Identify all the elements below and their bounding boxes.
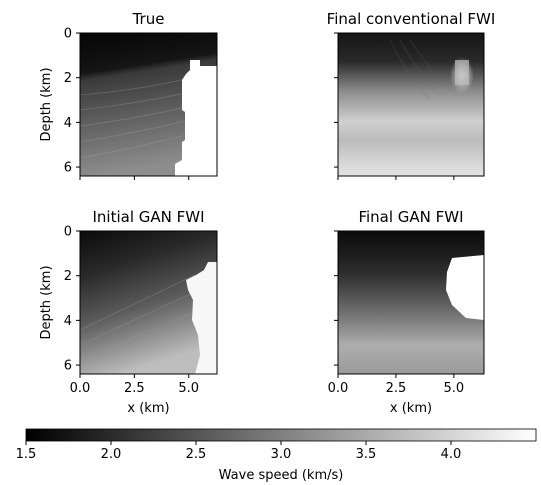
x-axis-label: x (km) bbox=[127, 401, 169, 416]
y-tick-label: 6 bbox=[64, 161, 72, 176]
x-tick-label: 5.0 bbox=[178, 381, 199, 396]
x-tick-label: 0.0 bbox=[328, 381, 349, 396]
panel-final-gan-fwi bbox=[338, 231, 484, 374]
salt-body bbox=[446, 255, 484, 320]
y-tick-label: 6 bbox=[64, 359, 72, 374]
panel-title: Final GAN FWI bbox=[358, 208, 463, 226]
colorbar-tick-label: 4.0 bbox=[441, 447, 462, 462]
axes-frame bbox=[79, 32, 218, 177]
colorbar-tick-label: 2.5 bbox=[186, 447, 207, 462]
panel-final-conventional-fwi bbox=[338, 33, 484, 176]
panel-true bbox=[80, 33, 217, 176]
axes-frame bbox=[337, 32, 485, 177]
axes-4: Final GAN FWI 0.0 2.5 5.0 x (km) bbox=[328, 208, 485, 416]
axes-3: Initial GAN FWI 0.0 2.5 5.0 0 2 4 6 x (km) Depth … bbox=[39, 208, 218, 416]
panel-title: Final conventional FWI bbox=[327, 10, 496, 28]
x-tick-label: 2.5 bbox=[386, 381, 407, 396]
y-tick-label: 0 bbox=[64, 225, 72, 240]
x-tick-label: 2.5 bbox=[124, 381, 145, 396]
colorbar-tick-label: 1.5 bbox=[16, 447, 37, 462]
x-tick-label: 5.0 bbox=[444, 381, 465, 396]
salt-body bbox=[175, 60, 217, 176]
velocity-field bbox=[338, 33, 484, 176]
y-axis-label: Depth (km) bbox=[39, 67, 54, 141]
axes-frame bbox=[337, 230, 485, 375]
x-axis-label: x (km) bbox=[390, 401, 432, 416]
colorbar-label: Wave speed (km/s) bbox=[219, 468, 344, 483]
axes-frame bbox=[79, 230, 218, 375]
axes-2: Final conventional FWI bbox=[327, 10, 496, 180]
panel-title: Initial GAN FWI bbox=[92, 208, 204, 226]
colorbar-gradient bbox=[25, 428, 537, 442]
y-tick-label: 2 bbox=[64, 71, 72, 86]
y-axis-label: Depth (km) bbox=[39, 265, 54, 339]
salt-body bbox=[186, 262, 217, 374]
panel-title: True bbox=[132, 10, 165, 28]
y-tick-label: 2 bbox=[64, 269, 72, 284]
y-tick-label: 4 bbox=[64, 116, 72, 131]
sediment-layers bbox=[80, 77, 191, 159]
colorbar: 1.5 2.0 2.5 3.0 3.5 4.0 Wave speed (km/s) bbox=[16, 428, 537, 483]
panel-initial-gan-fwi bbox=[80, 231, 217, 374]
y-tick-label: 4 bbox=[64, 314, 72, 329]
y-tick-label: 0 bbox=[64, 27, 72, 42]
axes-1: True 0 2 4 6 Depth (km) bbox=[39, 10, 218, 180]
colorbar-tick-label: 2.0 bbox=[101, 447, 122, 462]
colorbar-tick-label: 3.5 bbox=[356, 447, 377, 462]
colorbar-tick-label: 3.0 bbox=[271, 447, 292, 462]
x-tick-label: 0.0 bbox=[70, 381, 91, 396]
